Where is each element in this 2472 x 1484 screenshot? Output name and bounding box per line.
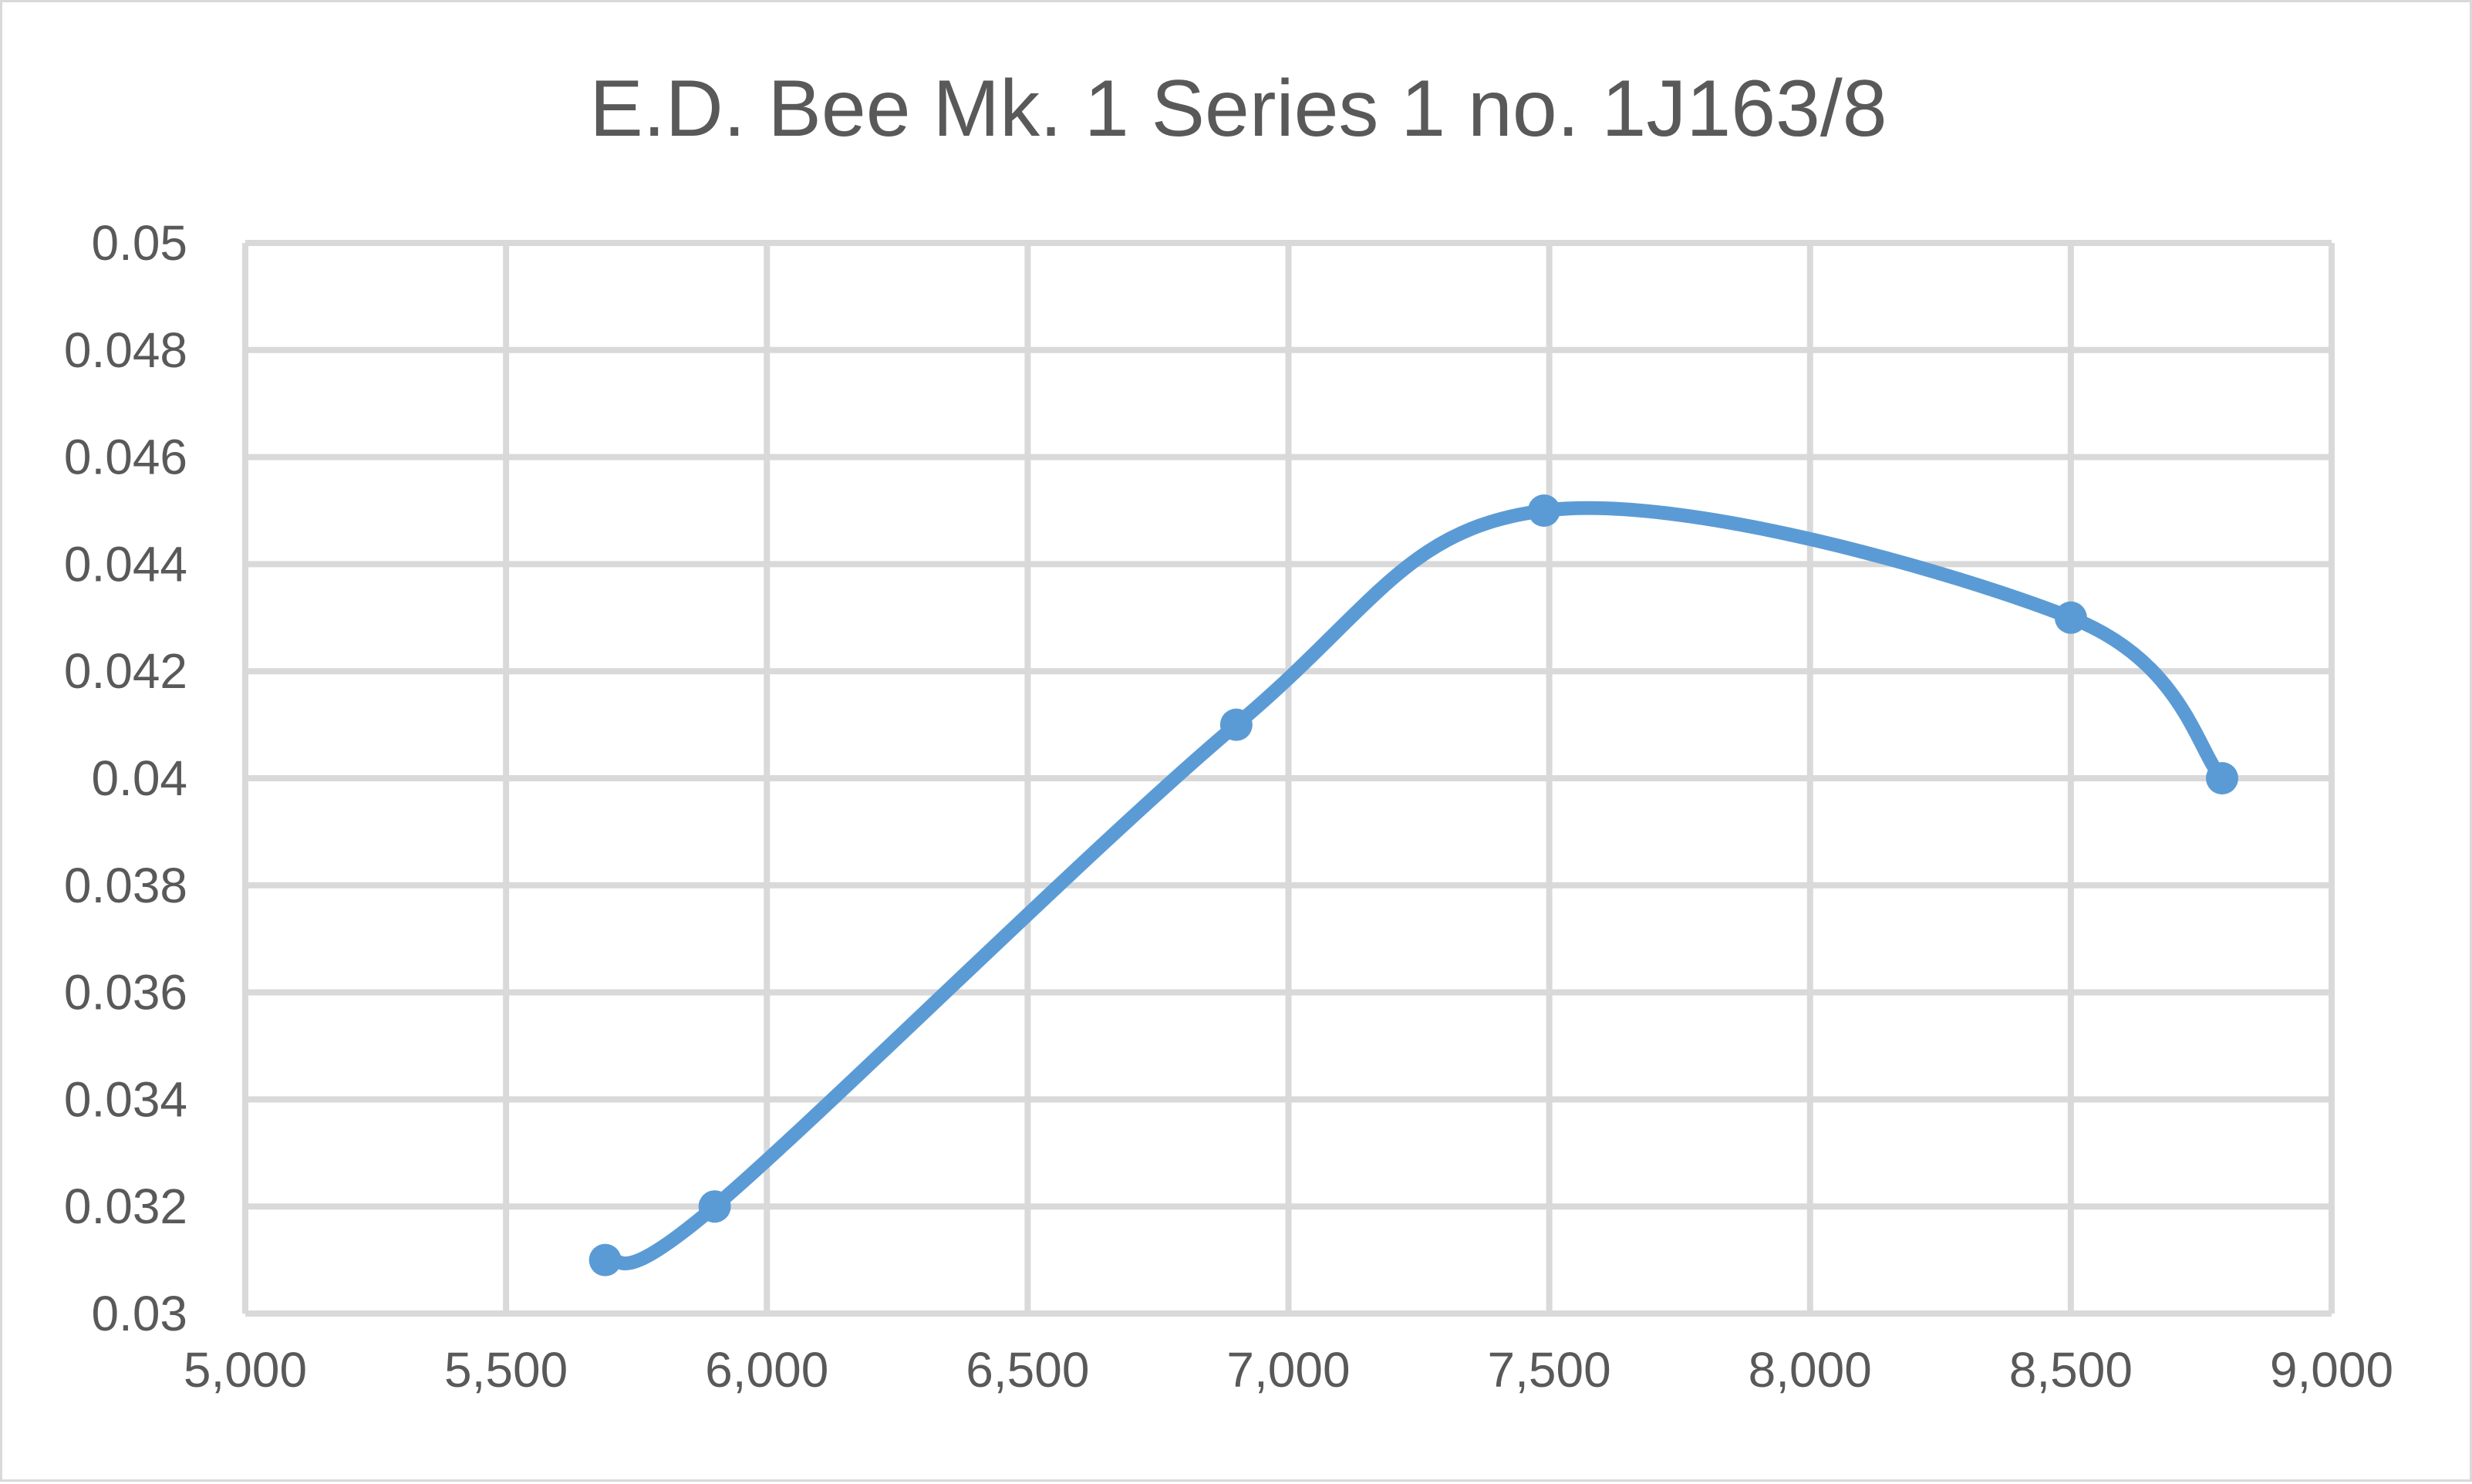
y-tick-label: 0.03 bbox=[91, 1286, 187, 1341]
x-tick-label: 9,000 bbox=[2270, 1342, 2393, 1398]
data-point-marker bbox=[2054, 601, 2087, 634]
y-tick-label: 0.048 bbox=[64, 322, 187, 378]
y-tick-label: 0.05 bbox=[91, 215, 187, 271]
y-tick-label: 0.034 bbox=[64, 1071, 187, 1127]
axis-labels: 5,000 5,500 6,000 6,500 7,000 7,500 8,000 8,500… bbox=[64, 215, 2393, 1398]
y-tick-label: 0.032 bbox=[64, 1179, 187, 1234]
chart-title: E.D. Bee Mk. 1 Series 1 no. 1J163/8 bbox=[589, 64, 1887, 153]
y-tick-label: 0.044 bbox=[64, 536, 187, 592]
y-tick-label: 0.046 bbox=[64, 430, 187, 485]
x-tick-label: 6,500 bbox=[966, 1342, 1089, 1398]
x-tick-label: 6,000 bbox=[705, 1342, 828, 1398]
data-point-marker bbox=[698, 1190, 731, 1223]
data-point-marker bbox=[2205, 762, 2238, 794]
y-tick-label: 0.036 bbox=[64, 965, 187, 1020]
x-tick-label: 8,500 bbox=[2009, 1342, 2133, 1398]
data-point-marker bbox=[1527, 494, 1560, 527]
data-point-marker bbox=[1219, 708, 1253, 741]
x-tick-label: 7,000 bbox=[1226, 1342, 1350, 1398]
series-layer bbox=[588, 494, 2238, 1277]
x-tick-label: 7,500 bbox=[1488, 1342, 1611, 1398]
grid-layer bbox=[242, 240, 2335, 1317]
x-tick-label: 8,000 bbox=[1749, 1342, 1872, 1398]
y-tick-label: 0.042 bbox=[64, 643, 187, 699]
x-tick-label: 5,000 bbox=[184, 1342, 307, 1398]
y-tick-label: 0.04 bbox=[91, 750, 187, 806]
data-point-marker bbox=[588, 1243, 622, 1277]
x-tick-label: 5,500 bbox=[444, 1342, 568, 1398]
y-tick-label: 0.038 bbox=[64, 858, 187, 913]
